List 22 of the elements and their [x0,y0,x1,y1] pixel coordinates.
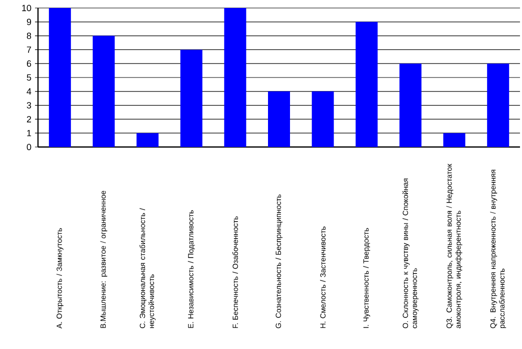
y-tick-label: 0 [26,144,32,150]
y-tick-label: 5 [26,74,32,81]
bar [92,36,115,147]
y-tick-label: 10 [22,4,32,12]
y-tick-label: 9 [26,18,32,26]
y-tick-label: 3 [26,102,32,108]
y-tick-label: 8 [26,32,32,39]
y-tick-label: 1 [27,130,32,136]
bar [487,64,510,147]
bar [268,91,290,147]
y-tick-label: 4 [26,88,32,94]
y-tick-label: 7 [26,46,32,53]
bar [312,91,334,147]
bar [48,8,71,147]
bar [136,133,159,147]
bar [356,22,378,147]
y-tick-label: 2 [26,116,32,122]
bar [399,64,422,147]
bar [443,133,466,147]
y-tick-label: 6 [26,60,32,67]
bar [224,8,246,147]
bar [180,50,202,147]
